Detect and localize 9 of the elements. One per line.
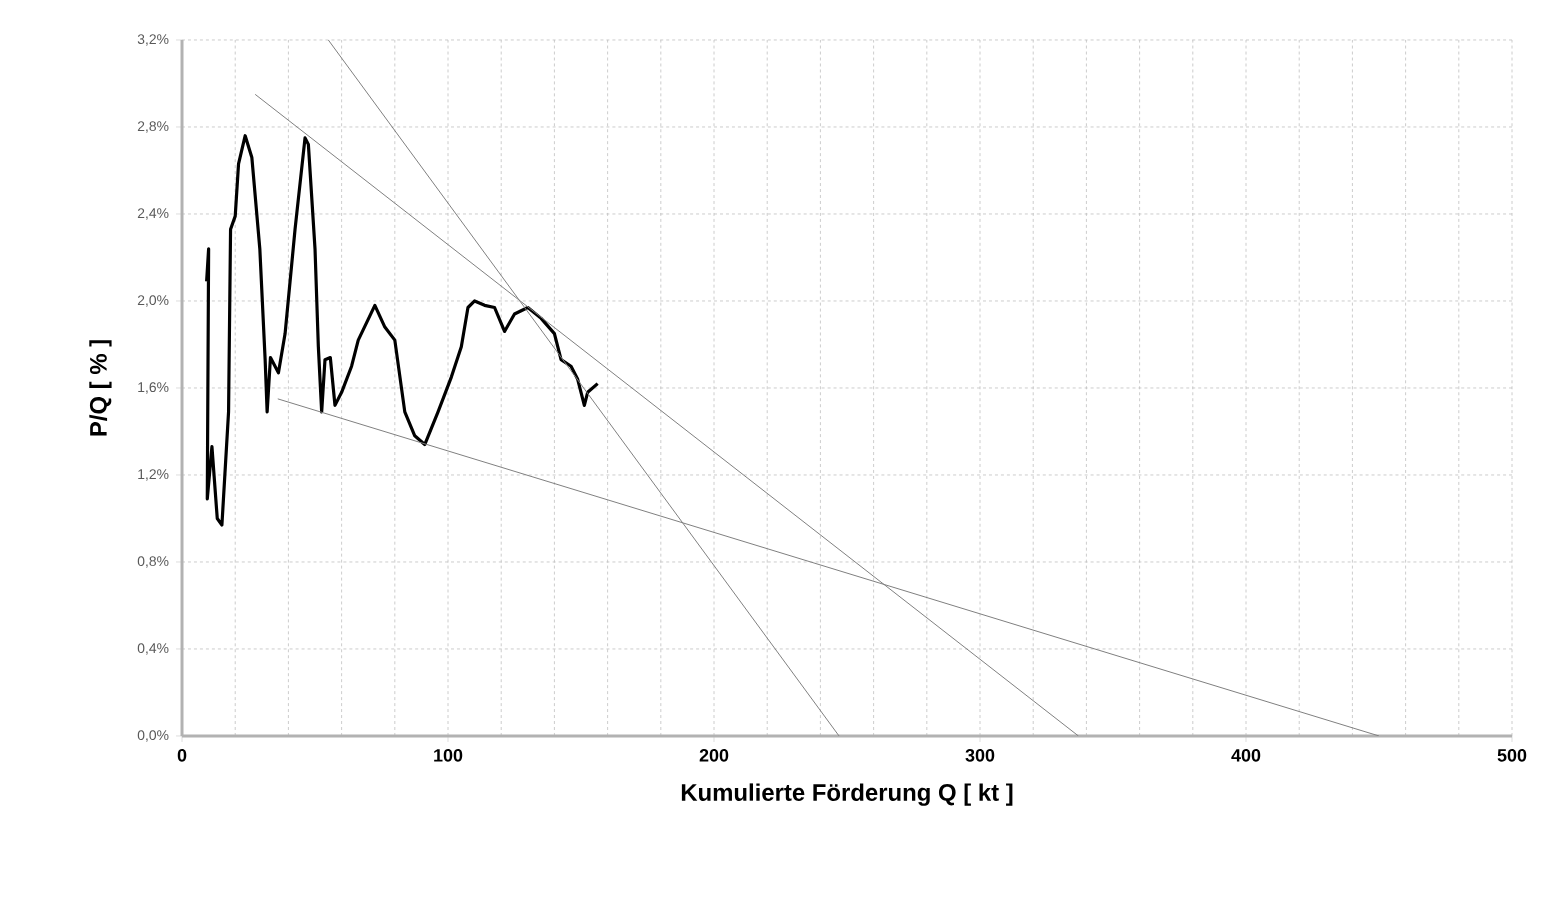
x-tick-label: 300: [965, 748, 995, 762]
x-axis-title: Kumulierte Förderung Q [ kt ]: [681, 783, 1013, 806]
x-tick-label: 400: [1231, 748, 1261, 762]
line-series: [205, 134, 600, 527]
x-tick-label: 0: [177, 748, 187, 762]
y-axis-title: P/Q [ % ]: [89, 340, 112, 436]
x-tick-label: 100: [434, 748, 463, 762]
x-tick-label: 200: [699, 748, 729, 762]
x-tick-label: 500: [1497, 748, 1527, 762]
